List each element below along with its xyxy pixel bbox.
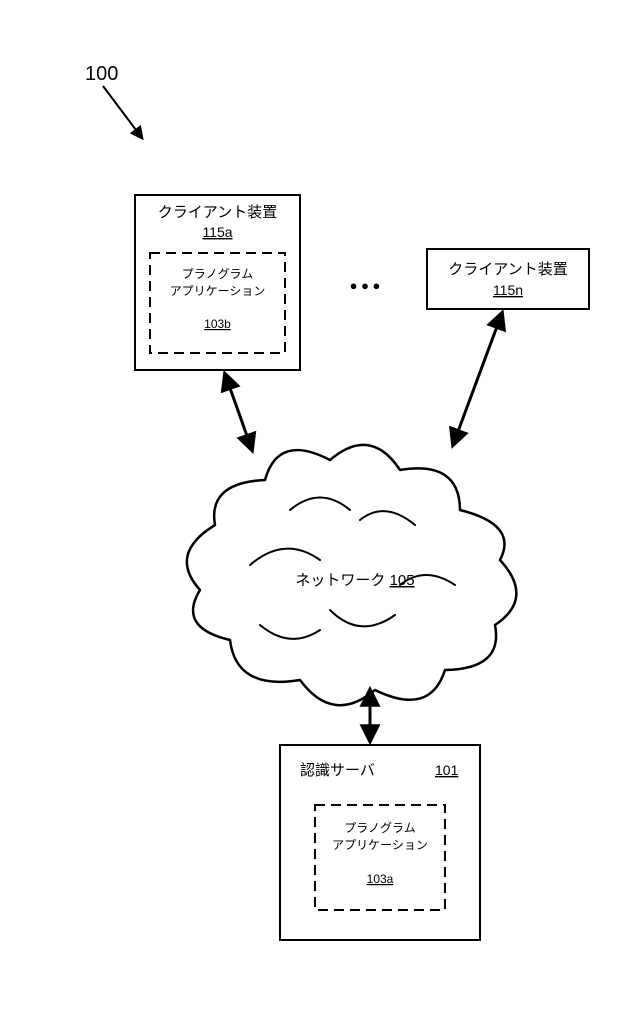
client-a-ref: 115a (202, 224, 232, 240)
client-a-title: クライアント装置 (158, 204, 277, 221)
client-n-title: クライアント装置 (448, 261, 567, 278)
client-a-inner-line2: アプリケーション (170, 284, 266, 298)
arrow-client-a-to-cloud (225, 374, 252, 450)
server-inner-line1: プラノグラム (344, 821, 415, 835)
server-inner-ref: 103a (367, 872, 394, 886)
arrow-client-n-to-cloud (453, 313, 502, 445)
recognition-server: 認識サーバ 101 プラノグラム アプリケーション 103a (280, 745, 480, 940)
server-title: 認識サーバ (300, 762, 375, 779)
figure-number: 100 (85, 63, 118, 85)
figure-pointer-arrow (103, 86, 142, 138)
client-device-a: クライアント装置 115a プラノグラム アプリケーション 103b (135, 195, 300, 370)
client-device-n: クライアント装置 115n (427, 249, 589, 309)
client-n-ref: 115n (493, 282, 523, 298)
network-diagram: 100 クライアント装置 115a プラノグラム アプリケーション 103b ク… (0, 0, 640, 1015)
server-inner-line2: アプリケーション (332, 838, 428, 852)
client-a-inner-line1: プラノグラム (182, 267, 253, 281)
cloud-label: ネットワーク 105 (295, 572, 414, 589)
server-ref: 101 (435, 762, 459, 778)
client-a-inner-ref: 103b (204, 317, 231, 331)
network-cloud: ネットワーク 105 (187, 445, 516, 705)
ellipsis-dots: ● ● ● (350, 278, 381, 293)
